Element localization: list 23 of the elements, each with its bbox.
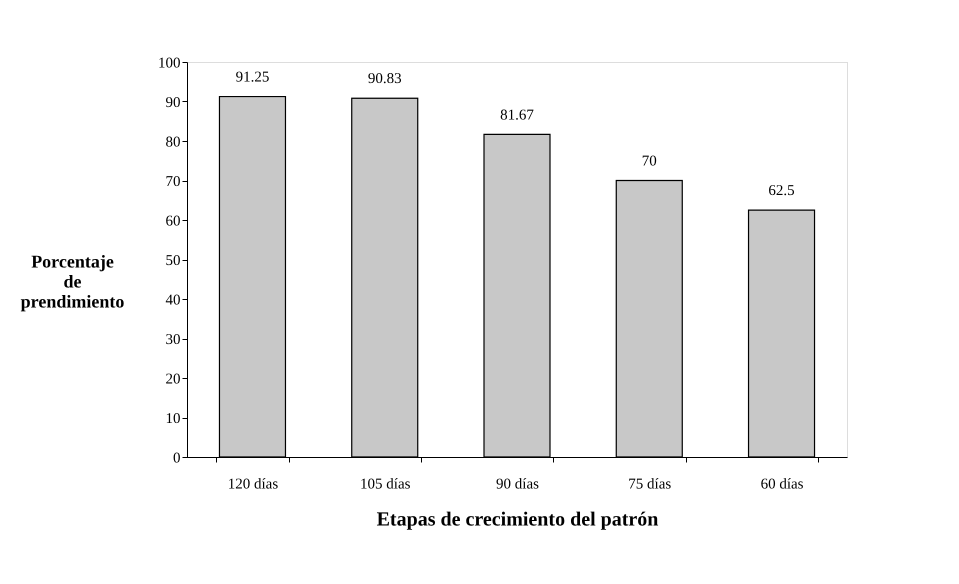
data-label: 81.67 [500,107,534,124]
data-label: 91.25 [236,70,270,86]
y-axis-title: Porcentaje de prendimiento [20,252,124,312]
y-tick-label: 50 [166,253,180,269]
x-tick-label: 90 días [496,476,540,492]
y-tick-label: 60 [166,214,180,230]
y-tick-label: 20 [166,372,180,388]
x-axis-title: Etapas de crecimiento del patrón [376,508,658,530]
y-tick-label: 100 [158,56,180,72]
x-tick-label: 60 días [760,476,804,492]
data-label: 90.83 [368,71,402,88]
y-tick-label: 80 [166,134,180,150]
x-tick-label: 105 días [360,476,411,492]
y-tick-label: 40 [166,292,180,308]
y-tick-label: 10 [166,411,180,427]
data-label: 70 [642,154,657,170]
y-tick-label: 70 [166,174,180,190]
x-tick-label: 120 días [228,476,278,492]
y-tick-label: 30 [166,332,180,348]
y-tick-label: 0 [173,450,180,466]
data-label: 62.5 [768,183,795,200]
x-tick-label: 75 días [628,476,672,492]
y-tick-label: 90 [166,95,180,111]
